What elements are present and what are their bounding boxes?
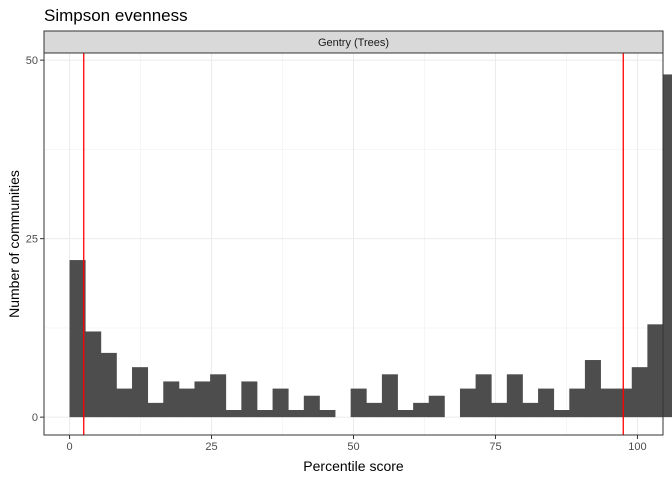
histogram-bar [522,402,539,418]
x-tick-label: 75 [489,441,501,453]
histogram-bar [350,388,367,418]
histogram-bar [428,395,445,418]
histogram-bar [663,74,672,418]
x-tick-label: 50 [347,441,359,453]
histogram-bar [194,381,211,418]
histogram-bar [569,388,586,418]
histogram-bar [319,410,336,418]
histogram-bar [116,388,133,418]
histogram-bar [553,410,570,418]
x-tick-label: 25 [205,441,217,453]
histogram-bar [506,374,523,418]
y-tick-label: 25 [26,234,38,246]
x-tick-label: 100 [628,441,646,453]
histogram-bar [600,388,617,418]
histogram-bars [69,74,672,418]
histogram-bar [69,260,86,418]
histogram-bar [381,374,398,418]
histogram-bar [178,388,195,418]
histogram-bar [366,402,383,418]
histogram-bar [616,388,633,418]
x-axis: 0 25 50 75 100 [66,435,647,453]
histogram-bar [132,367,149,418]
y-axis: 0 25 50 [26,55,44,424]
histogram-bar [538,388,555,418]
y-axis-title: Number of communities [6,170,22,318]
histogram-bar [241,381,258,418]
histogram-bar [163,381,180,418]
y-tick-label: 50 [26,55,38,67]
histogram-bar [647,324,664,418]
histogram-bar [288,410,305,418]
histogram-bar [491,402,508,418]
histogram-bar [256,410,273,418]
facet-label: Gentry (Trees) [318,37,389,49]
x-axis-title: Percentile score [303,458,404,474]
histogram-bar [475,374,492,418]
histogram-bar [210,374,227,418]
histogram-bar [147,402,164,418]
reference-lines [83,53,624,435]
histogram-bar [459,388,476,418]
histogram-bar [631,367,648,418]
histogram-bar [100,352,117,418]
histogram-bar [584,360,601,418]
y-tick-label: 0 [32,412,38,424]
histogram-bar [397,410,414,418]
histogram-bar [413,402,430,418]
histogram-bar [303,395,320,418]
histogram-bar [272,388,289,418]
x-tick-label: 0 [66,441,72,453]
histogram-bar [225,410,242,418]
histogram-bar [85,331,102,418]
chart-title: Simpson evenness [44,6,188,25]
